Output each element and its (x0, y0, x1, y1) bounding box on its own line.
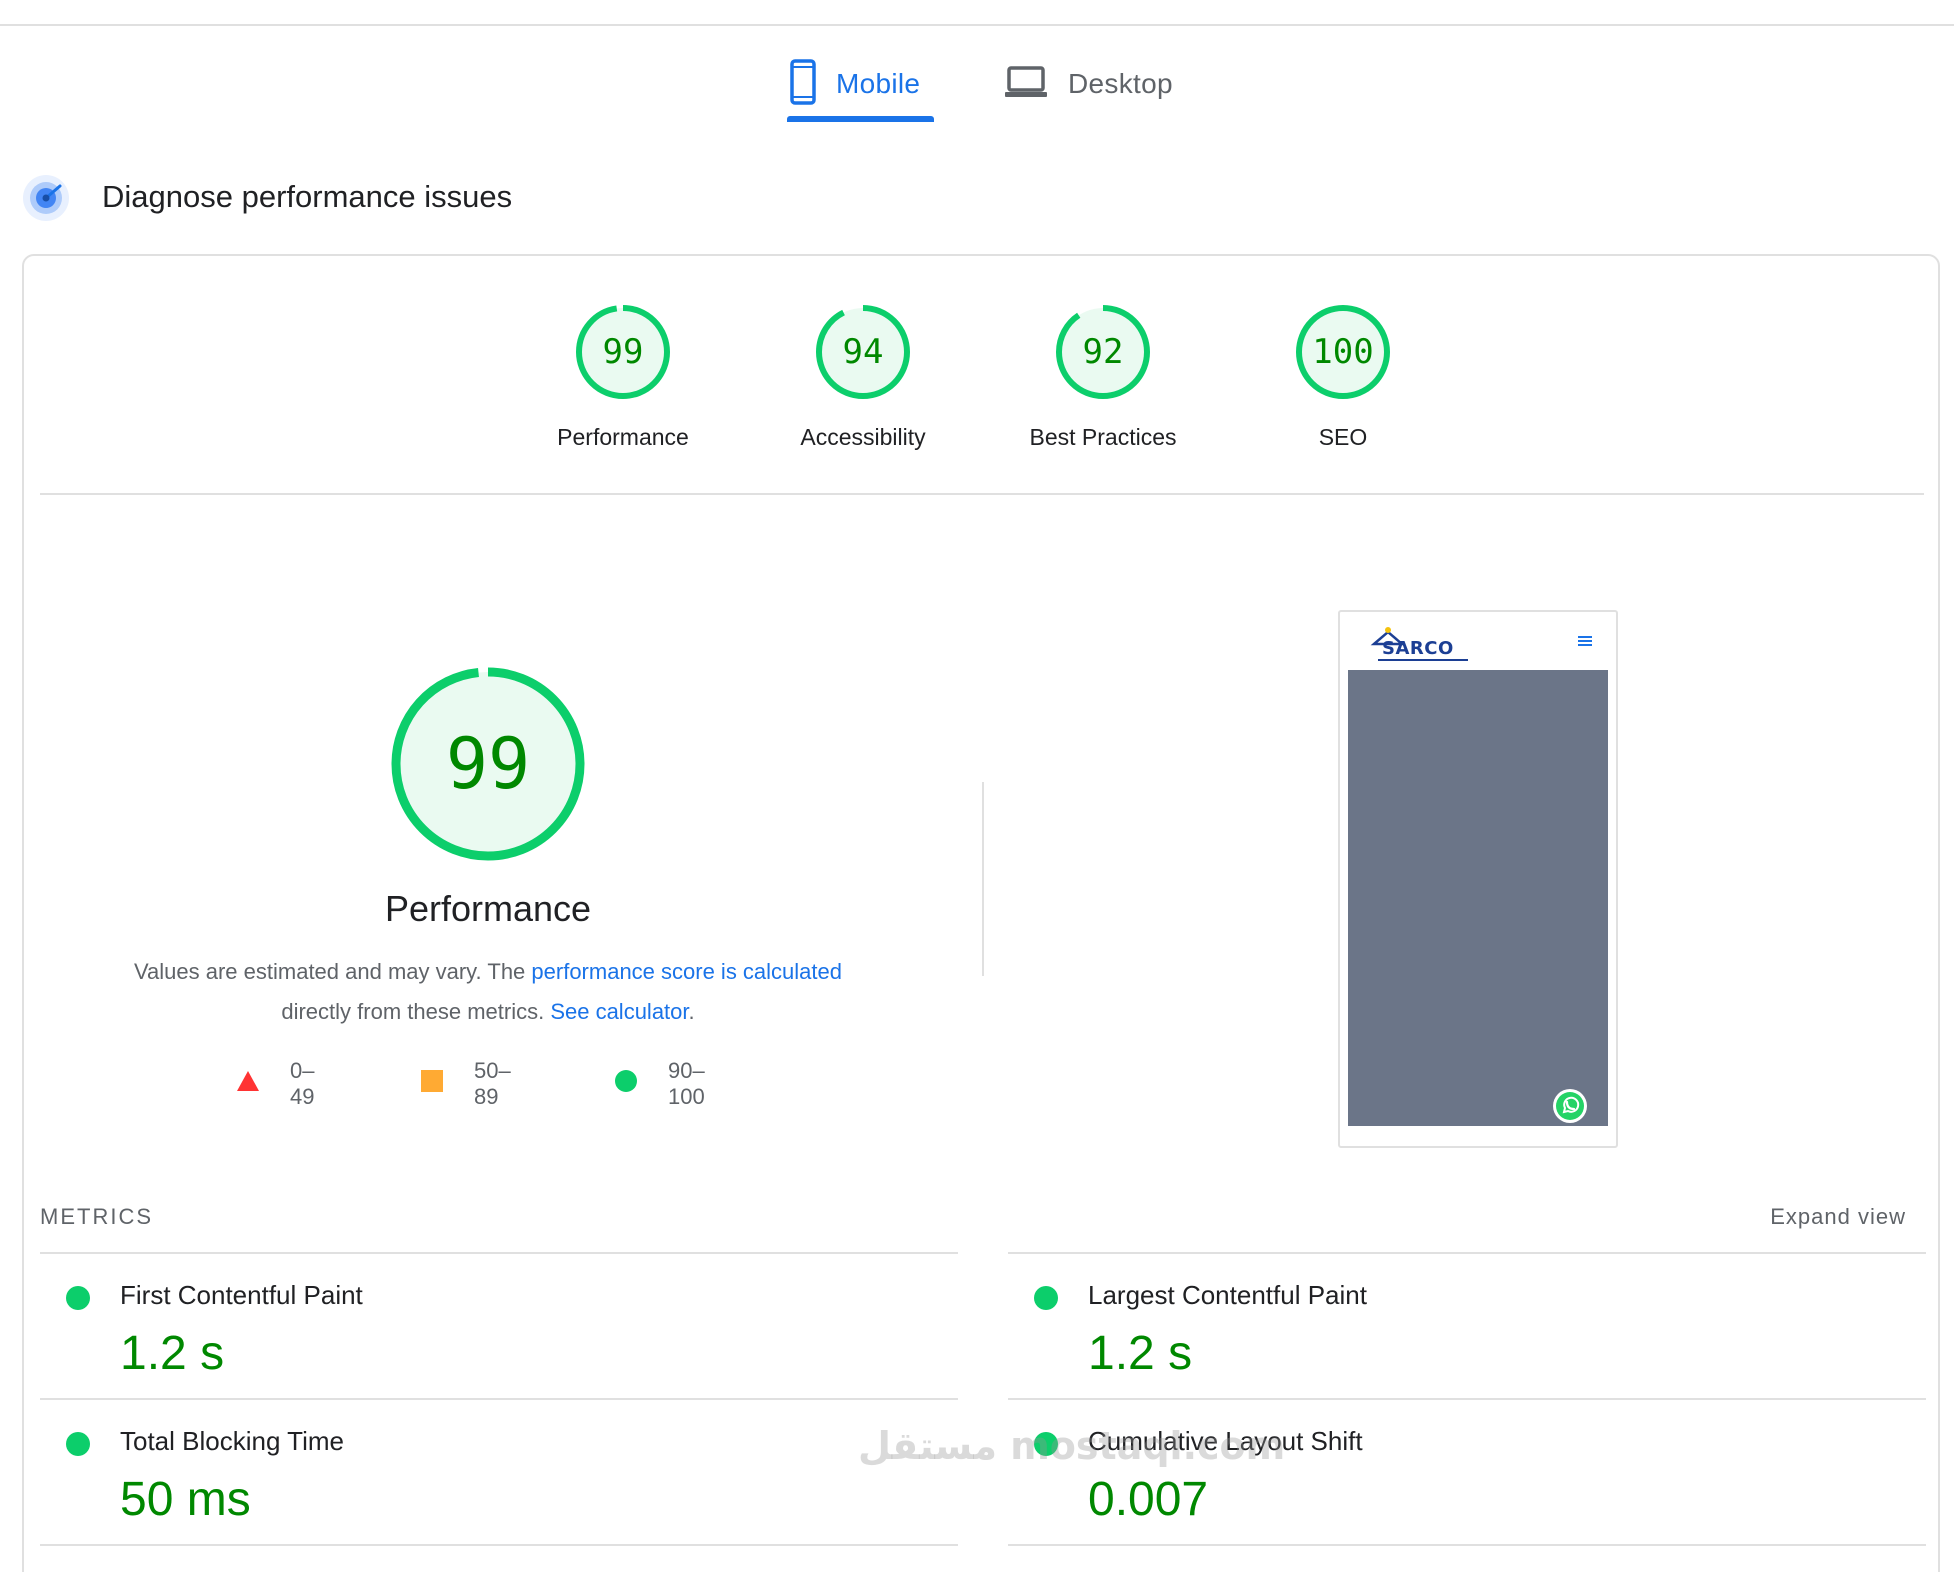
whatsapp-icon (1553, 1089, 1587, 1123)
score-gauge-seo[interactable]: 100 SEO (1228, 302, 1458, 451)
tab-mobile[interactable]: Mobile (790, 44, 920, 124)
metric-cumulative-layout-shift: Cumulative Layout Shift 0.007 (1008, 1402, 1908, 1542)
metric-value: 0.007 (1088, 1473, 1209, 1526)
legend-range: 0–49 (290, 1058, 315, 1109)
orange-square-icon (420, 1069, 444, 1099)
green-circle-icon (1034, 1286, 1058, 1310)
hamburger-menu-icon (1578, 636, 1592, 646)
gauge-ring (816, 305, 910, 399)
metric-label: Total Blocking Time (120, 1426, 344, 1456)
mobile-icon (790, 58, 816, 110)
metrics-divider (40, 1544, 958, 1546)
metric-largest-contentful-paint: Largest Contentful Paint 1.2 s (1008, 1256, 1908, 1396)
report-card: 99 Performance 94 Accessibility 92 Best … (22, 254, 1940, 1572)
metric-value: 1.2 s (1088, 1327, 1193, 1380)
section-divider (982, 782, 984, 976)
tab-desktop-label: Desktop (1068, 68, 1173, 99)
device-tabs: Mobile Desktop (0, 44, 1954, 124)
metric-label: Largest Contentful Paint (1088, 1280, 1367, 1310)
legend-range: 50–89 (474, 1058, 511, 1109)
metric-first-contentful-paint: First Contentful Paint 1.2 s (40, 1256, 940, 1396)
house-logo-icon (1370, 627, 1468, 661)
score-value: 100 (1312, 332, 1374, 372)
metric-label: First Contentful Paint (120, 1280, 363, 1310)
see-calculator-link[interactable]: See calculator (550, 999, 689, 1024)
score-value: 99 (602, 332, 644, 372)
expand-view-button[interactable]: Expand view (1770, 1204, 1906, 1229)
metrics-divider (40, 1252, 958, 1254)
score-label: Accessibility (800, 424, 926, 450)
metrics-heading: METRICS (40, 1204, 153, 1229)
green-circle-icon (66, 1286, 90, 1310)
diagnose-title: Diagnose performance issues (102, 179, 513, 214)
green-circle-icon (1034, 1432, 1058, 1456)
active-tab-indicator (787, 116, 934, 122)
legend-range: 90–100 (668, 1058, 705, 1109)
legend-item-average: 50–89 (420, 1058, 511, 1109)
performance-description: Values are estimated and may vary. The p… (88, 952, 888, 1032)
tab-desktop[interactable]: Desktop (1004, 44, 1173, 124)
performance-title: Performance (384, 888, 592, 929)
desc-text: Values are estimated and may vary. The (133, 959, 532, 984)
legend-item-pass: 90–100 (614, 1058, 705, 1109)
metric-total-blocking-time: Total Blocking Time 50 ms (40, 1402, 940, 1542)
gauge-ring (1056, 305, 1150, 399)
desc-text: . (688, 999, 695, 1024)
metric-value: 1.2 s (120, 1327, 225, 1380)
desc-text: directly from these metrics. (281, 999, 551, 1024)
performance-score-large: 99 (445, 723, 531, 805)
metrics-divider (1008, 1398, 1926, 1400)
gauge-ring (1296, 305, 1390, 399)
metrics-divider (1008, 1544, 1926, 1546)
score-label: Best Practices (1029, 424, 1177, 450)
metrics-divider (40, 1398, 958, 1400)
score-label: Performance (557, 424, 689, 450)
metric-label: Cumulative Layout Shift (1088, 1426, 1363, 1456)
metric-value: 50 ms (120, 1473, 251, 1526)
page-screenshot-thumbnail[interactable]: SARCO (1338, 610, 1618, 1148)
screenshot-content-area (1348, 670, 1608, 1126)
green-circle-icon (614, 1069, 638, 1099)
green-circle-icon (66, 1432, 90, 1456)
score-gauge-performance[interactable]: 99 Performance (508, 302, 738, 451)
site-logo-text: SARCO (1382, 638, 1454, 659)
laptop-icon (1004, 65, 1048, 104)
score-value: 94 (842, 332, 884, 372)
score-gauge-best-practices[interactable]: 92 Best Practices (988, 302, 1218, 451)
metrics-divider (1008, 1252, 1926, 1254)
legend-item-fail: 0–49 (236, 1058, 314, 1109)
score-label: SEO (1318, 424, 1368, 450)
score-value: 92 (1082, 332, 1124, 372)
gauges-divider (40, 493, 1924, 495)
score-calculated-link[interactable]: performance score is calculated (531, 959, 842, 984)
score-gauges: 99 Performance 94 Accessibility 92 Best … (24, 256, 1942, 494)
score-gauge-accessibility[interactable]: 94 Accessibility (748, 302, 978, 451)
performance-gauge-large (391, 667, 585, 861)
gauge-ring (576, 305, 670, 399)
tab-mobile-label: Mobile (836, 68, 921, 99)
red-triangle-icon (236, 1070, 260, 1098)
top-divider (0, 24, 1954, 26)
gauge-icon (22, 174, 70, 222)
